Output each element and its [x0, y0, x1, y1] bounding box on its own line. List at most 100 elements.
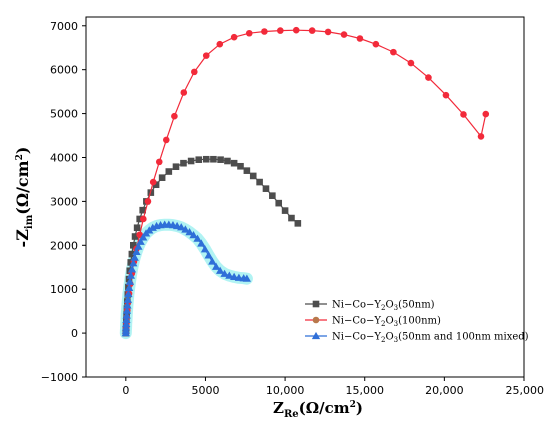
data-point — [308, 27, 316, 34]
legend-label-part: 2 — [381, 336, 385, 344]
data-point — [217, 156, 224, 163]
y-tick-label: 5000 — [50, 108, 78, 121]
data-point — [482, 110, 490, 118]
data-point — [193, 234, 202, 242]
data-point — [256, 178, 263, 186]
x-tick-label: 15,000 — [345, 384, 384, 397]
data-point — [211, 262, 221, 270]
y-tick-label: 2000 — [50, 239, 78, 252]
data-point — [185, 227, 194, 236]
data-point — [149, 178, 157, 186]
series-line — [125, 29, 487, 334]
y-tick-label: −1000 — [41, 371, 78, 384]
series-halo — [119, 218, 253, 340]
data-point — [127, 265, 137, 273]
data-point — [277, 27, 284, 34]
data-point — [216, 40, 224, 48]
data-point — [139, 233, 148, 241]
data-point — [195, 156, 203, 163]
data-point — [242, 274, 252, 282]
y-axis-ticks: −1000 0 1000 2000 3000 4000 5000 6000 7000 — [41, 20, 86, 384]
legend-label-part: (50nm) — [398, 300, 435, 311]
data-point — [126, 271, 136, 279]
plot-border — [85, 16, 525, 378]
data-point — [134, 242, 143, 250]
data-point — [122, 319, 131, 327]
data-point — [155, 158, 163, 166]
x-tick-label: 10,000 — [266, 384, 305, 397]
x-tick-label: 25,000 — [506, 384, 545, 397]
y-axis-title: -Zim(Ω/cm2) — [13, 147, 35, 248]
data-point — [202, 52, 210, 59]
data-point — [172, 163, 180, 171]
data-point — [294, 220, 302, 227]
legend-label-part: O — [385, 300, 393, 311]
data-point — [442, 91, 450, 99]
y-tick-label: 6000 — [50, 64, 78, 77]
data-point — [224, 157, 231, 165]
data-point — [356, 35, 364, 42]
data-point — [123, 295, 133, 303]
data-point — [390, 48, 397, 56]
y-tick-label: 7000 — [50, 20, 78, 33]
x-tick-label: 0 — [122, 384, 129, 397]
legend-label-part: 3 — [394, 336, 398, 344]
data-point — [180, 89, 188, 96]
data-point — [129, 259, 138, 267]
halo-layer — [119, 218, 253, 340]
data-point — [130, 241, 137, 249]
data-point — [177, 223, 186, 231]
data-point — [136, 231, 143, 239]
data-point — [229, 272, 239, 281]
data-point — [292, 26, 300, 34]
data-point — [189, 231, 198, 239]
data-point — [132, 247, 141, 255]
data-point — [230, 33, 238, 41]
legend-label-part: Ni−Co−Y — [332, 316, 381, 327]
data-point — [136, 237, 145, 245]
legend-label-part: Ni−Co−Y — [332, 300, 381, 311]
data-point — [269, 192, 276, 199]
data-point — [372, 40, 380, 48]
legend-marker-circle — [312, 316, 320, 324]
data-point — [275, 199, 283, 207]
data-point — [127, 259, 135, 266]
y-tick-label: 3000 — [50, 195, 78, 208]
data-point — [140, 215, 147, 223]
data-point — [220, 269, 229, 277]
series-circle — [122, 26, 490, 337]
series-triangle — [121, 220, 252, 337]
data-point — [124, 289, 133, 298]
legend-label: Ni−Co−Y2O3(50nm and 100nm mixed) — [332, 332, 529, 345]
data-point — [197, 239, 206, 247]
y-tick-label: 1000 — [50, 283, 78, 296]
legend-label-part: 3 — [394, 304, 398, 312]
data-point — [171, 112, 178, 120]
data-point — [208, 257, 217, 265]
data-point — [131, 233, 139, 240]
data-point — [243, 167, 251, 174]
data-point — [165, 168, 173, 175]
data-point — [158, 174, 166, 181]
data-point — [237, 162, 244, 170]
data-point — [139, 206, 147, 214]
data-point — [225, 271, 234, 279]
data-point — [136, 215, 143, 223]
legend-marker-triangle — [311, 331, 321, 340]
data-point — [122, 311, 131, 319]
legend-label-part: 2 — [381, 304, 385, 312]
data-point — [324, 28, 332, 36]
data-point — [281, 207, 289, 214]
legend-marker-square — [312, 300, 320, 308]
data-point — [152, 181, 160, 189]
data-point — [162, 136, 170, 144]
data-point — [425, 74, 432, 81]
data-point — [202, 155, 210, 163]
data-point — [200, 245, 210, 253]
data-point — [122, 306, 132, 314]
series-line — [125, 158, 299, 334]
data-point — [123, 301, 132, 309]
legend-label-part: 3 — [394, 320, 398, 328]
series-layer — [121, 26, 490, 337]
